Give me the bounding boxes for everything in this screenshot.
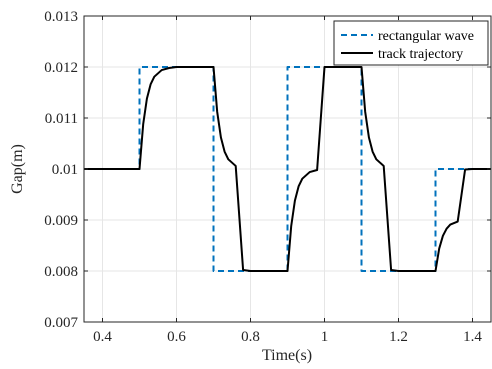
- y-tick-label: 0.009: [44, 213, 78, 229]
- legend-box: [333, 20, 489, 66]
- x-tick-label: 1: [321, 329, 329, 345]
- x-tick-label: 1.4: [463, 329, 482, 345]
- x-tick-label: 1.2: [389, 329, 408, 345]
- y-tick-label: 0.01: [52, 162, 78, 178]
- series-line-rectangular-wave: [84, 66, 491, 272]
- series-layer: [84, 66, 491, 272]
- y-tick-label: 0.012: [44, 60, 78, 76]
- x-axis-label: Time(s): [262, 347, 312, 364]
- y-tick-label: 0.011: [45, 111, 78, 127]
- y-tick-label: 0.007: [44, 315, 78, 331]
- y-tick-label: 0.013: [44, 9, 78, 25]
- tick-labels: 0.4 0.6 0.8 1 1.2 1.4 0.007 0.008 0.009 0.01 0.011…: [44, 9, 482, 345]
- legend-label-track-trajectory: track trajectory: [378, 47, 463, 62]
- y-tick-label: 0.008: [44, 264, 78, 280]
- x-tick-label: 0.4: [93, 329, 112, 345]
- legend-label-rectangular-wave: rectangular wave: [378, 29, 474, 44]
- x-tick-label: 0.8: [241, 329, 260, 345]
- x-tick-label: 0.6: [167, 329, 186, 345]
- y-axis-label: Gap(m): [9, 144, 26, 194]
- series-line-track-trajectory: [84, 66, 491, 272]
- tick-marks: [84, 15, 491, 323]
- legend: rectangular wave track trajectory: [333, 20, 489, 66]
